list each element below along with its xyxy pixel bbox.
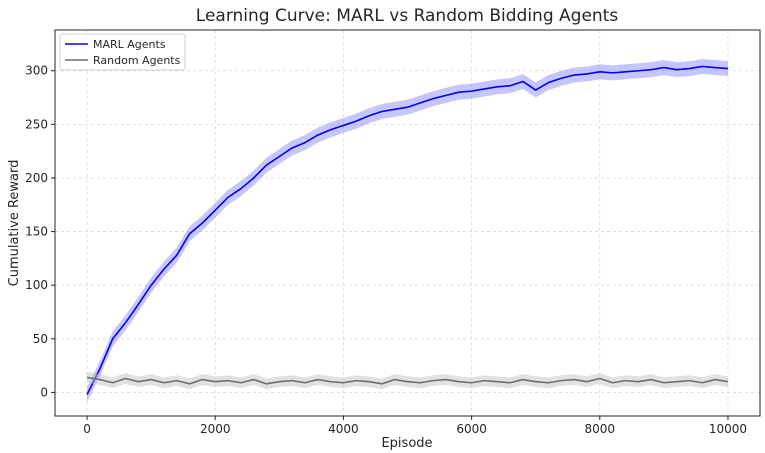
- y-tick-label: 50: [33, 332, 48, 346]
- plot-background: [55, 30, 760, 416]
- x-tick-label: 6000: [456, 422, 487, 436]
- plot-frame: [54, 29, 761, 417]
- y-tick-label: 250: [25, 117, 48, 131]
- y-tick-label: 300: [25, 64, 48, 78]
- y-tick-label: 200: [25, 171, 48, 185]
- series-line-1: [86, 376, 729, 385]
- legend: MARL Agents Random Agents: [59, 33, 186, 71]
- x-tick-label: 10000: [709, 422, 747, 436]
- x-tick-label: 0: [83, 422, 91, 436]
- x-tick-label: 4000: [328, 422, 359, 436]
- ticks: 0 2000 4000 6000 8000 10000 0 50 100 150 200 250 300: [25, 64, 747, 436]
- legend-label-marl: MARL Agents: [93, 38, 166, 51]
- y-tick-label: 150: [25, 225, 48, 239]
- y-tick-label: 100: [25, 278, 48, 292]
- y-axis-label: Cumulative Reward: [7, 160, 22, 287]
- chart-title: Learning Curve: MARL vs Random Bidding A…: [196, 6, 619, 26]
- series-layer: [86, 58, 729, 403]
- x-axis-label: Episode: [381, 436, 432, 451]
- legend-box: [59, 33, 186, 71]
- x-tick-label: 8000: [584, 422, 615, 436]
- series-band-1: [87, 372, 728, 390]
- grid: [55, 30, 760, 416]
- series-line-0: [86, 65, 729, 395]
- legend-label-random: Random Agents: [93, 54, 181, 67]
- x-tick-label: 2000: [200, 422, 231, 436]
- y-tick-label: 0: [40, 385, 48, 399]
